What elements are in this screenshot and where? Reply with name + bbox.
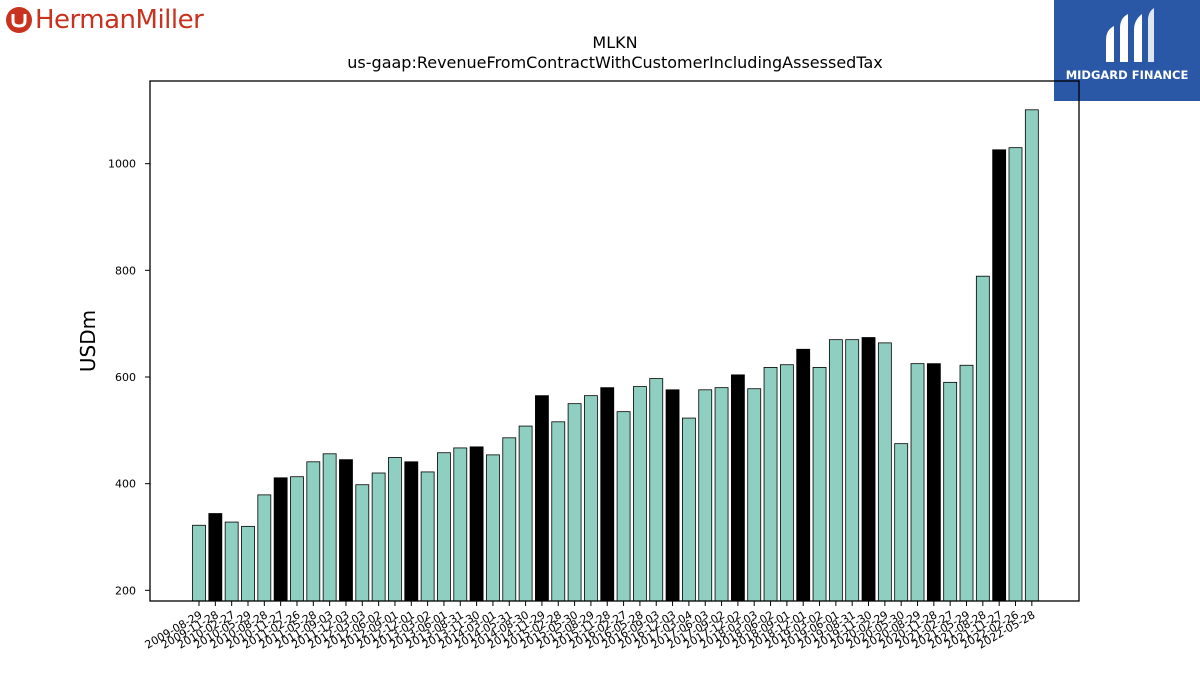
chart-subtitle: us-gaap:RevenueFromContractWithCustomerI… <box>347 53 882 72</box>
bar-2020-05-30 <box>894 443 909 602</box>
bar-2015-05-30 <box>567 403 582 602</box>
bar-2016-02-27 <box>616 411 631 602</box>
bar-2017-12-02 <box>730 374 745 602</box>
bar-2021-11-27 <box>992 149 1007 602</box>
bar-2012-03-03 <box>355 484 370 602</box>
bar-2020-08-29 <box>910 363 925 602</box>
bar-2010-02-27 <box>224 521 239 602</box>
y-tick-label: 800 <box>115 264 136 277</box>
y-tick-label: 200 <box>115 584 136 597</box>
x-axis-ticks: 2009-08-292009-11-282010-02-272010-05-29… <box>143 601 1037 652</box>
bar-2012-12-01 <box>404 461 419 602</box>
midgard-emblem-icon <box>1106 8 1154 62</box>
bar-2020-11-28 <box>926 363 941 602</box>
bar-2019-11-30 <box>861 337 876 602</box>
bar-2016-12-03 <box>665 389 680 602</box>
bar-2018-12-01 <box>796 348 811 602</box>
bar-2022-05-28 <box>1024 109 1039 602</box>
bar-2015-08-29 <box>584 395 598 602</box>
bar-2019-06-01 <box>828 339 843 602</box>
bars-group <box>192 109 1039 602</box>
herman-miller-mark-icon <box>6 7 32 33</box>
bar-2019-08-31 <box>845 339 860 602</box>
bar-2011-02-26 <box>290 476 304 602</box>
bar-2018-09-01 <box>779 364 794 602</box>
y-tick-label: 1000 <box>108 158 136 171</box>
bar-2012-06-02 <box>371 472 386 602</box>
bar-2017-03-04 <box>682 417 696 602</box>
bar-2013-06-01 <box>437 452 451 602</box>
y-axis-label: USDm <box>76 310 100 372</box>
y-tick-label: 600 <box>115 371 136 384</box>
chart-title: MLKN <box>592 33 637 52</box>
bar-2022-02-26 <box>1008 147 1023 602</box>
bar-2021-02-27 <box>943 381 958 602</box>
bar-2010-11-27 <box>273 477 288 602</box>
bar-2011-09-03 <box>322 453 337 602</box>
bar-2018-03-03 <box>747 388 762 602</box>
midgard-finance-wordmark: MIDGARD FINANCE <box>1065 68 1189 82</box>
bar-2011-05-28 <box>306 461 321 602</box>
bar-2021-08-28 <box>975 275 990 602</box>
bar-2009-11-28 <box>208 513 223 602</box>
bar-2020-02-29 <box>877 342 892 602</box>
bar-2021-05-29 <box>959 364 974 602</box>
y-axis-ticks: 200 400 600 800 1000 <box>108 158 150 597</box>
bar-2010-05-29 <box>241 525 255 602</box>
herman-miller-wordmark: HermanMiller <box>35 5 204 35</box>
bar-2013-11-30 <box>469 446 484 602</box>
plot-frame <box>149 80 1080 602</box>
bar-2014-05-31 <box>502 437 517 602</box>
y-tick-label: 400 <box>115 478 136 491</box>
bar-2019-03-02 <box>812 366 827 602</box>
bar-2012-09-01 <box>388 457 402 602</box>
midgard-finance-logo: MIDGARD FINANCE <box>1054 0 1200 101</box>
bar-2013-03-02 <box>420 471 435 602</box>
herman-miller-logo: HermanMiller <box>6 4 204 36</box>
bar-2013-08-31 <box>453 447 468 602</box>
bar-2015-02-28 <box>551 421 566 602</box>
bar-2015-11-28 <box>600 387 615 602</box>
bar-2014-03-01 <box>486 454 500 602</box>
bar-2009-08-29 <box>192 524 206 602</box>
bar-2018-06-02 <box>763 366 778 602</box>
bar-2016-09-03 <box>649 378 664 602</box>
bar-2011-12-03 <box>339 459 353 602</box>
bar-2016-05-28 <box>633 386 647 602</box>
bar-2017-09-02 <box>714 387 729 602</box>
bar-2014-11-29 <box>535 395 549 602</box>
bar-2017-06-03 <box>698 389 713 602</box>
bar-2010-08-28 <box>257 494 272 602</box>
bar-2014-08-30 <box>518 425 533 602</box>
